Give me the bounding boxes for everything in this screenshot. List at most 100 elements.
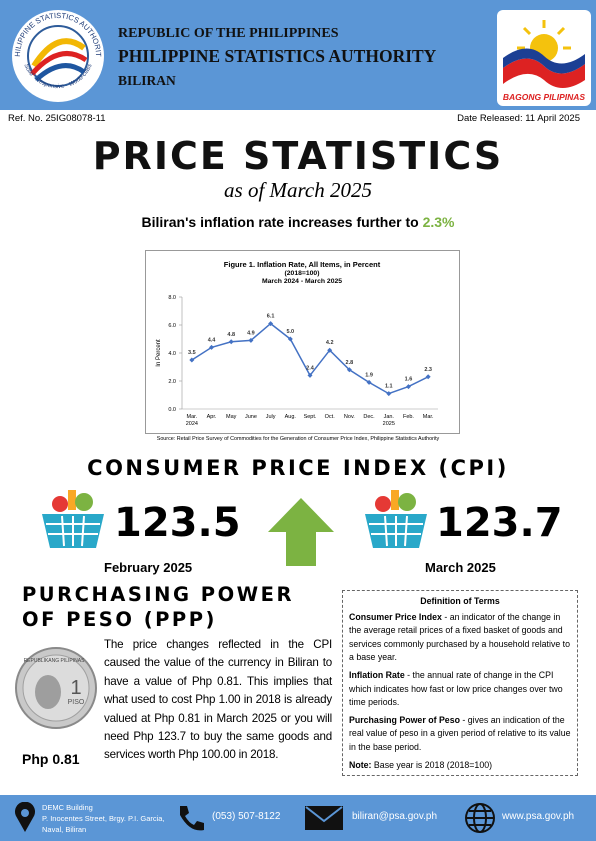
subtitle: as of March 2025 bbox=[224, 178, 372, 202]
value-label: 2.8 bbox=[346, 360, 354, 366]
value-label: 4.2 bbox=[326, 340, 334, 346]
x-tick-label: Dec. bbox=[363, 414, 375, 420]
x-tick-label: Sept. bbox=[304, 414, 317, 420]
ppp-value: Php 0.81 bbox=[22, 751, 80, 767]
y-axis-label: In Percent bbox=[156, 339, 162, 367]
x-tick-label: May bbox=[226, 414, 237, 420]
footer-band bbox=[0, 795, 596, 841]
y-tick-label: 2.0 bbox=[168, 379, 176, 385]
header-line1: REPUBLIC OF THE PHILIPPINES bbox=[118, 26, 339, 41]
x-year-label: 2024 bbox=[186, 421, 198, 427]
data-point bbox=[287, 336, 293, 342]
header-line2: PHILIPPINE STATISTICS AUTHORITY bbox=[118, 46, 437, 66]
footer-web: www.psa.gov.ph bbox=[502, 811, 575, 822]
x-tick-label: Mar. bbox=[186, 414, 197, 420]
data-point bbox=[346, 367, 352, 373]
y-tick-label: 4.0 bbox=[168, 351, 176, 357]
coin-text: 1 bbox=[70, 677, 81, 699]
value-label: 1.6 bbox=[405, 377, 413, 383]
y-tick-label: 6.0 bbox=[168, 323, 176, 329]
data-point bbox=[386, 391, 392, 397]
cpi-heading: CONSUMER PRICE INDEX (CPI) bbox=[87, 456, 509, 480]
headline-text: Biliran's inflation rate increases furth… bbox=[141, 214, 423, 230]
data-point bbox=[209, 344, 215, 350]
x-tick-label: Nov. bbox=[344, 414, 355, 420]
coin-text: REPUBLIKANG PILIPINAS bbox=[24, 658, 86, 664]
footer-phone: (053) 507-8122 bbox=[212, 811, 281, 822]
value-label: 1.1 bbox=[385, 384, 393, 390]
x-tick-label: July bbox=[266, 414, 276, 420]
x-tick-label: June bbox=[245, 414, 257, 420]
y-tick-label: 8.0 bbox=[168, 295, 176, 301]
phone-icon bbox=[180, 806, 204, 831]
cpi-current-label: March 2025 bbox=[425, 560, 496, 575]
up-arrow bbox=[268, 498, 334, 566]
footer-email: biliran@psa.gov.ph bbox=[352, 811, 438, 822]
logo-text: BAGONG PILIPINAS bbox=[503, 92, 586, 102]
value-label: 5.0 bbox=[286, 329, 294, 335]
data-point bbox=[307, 372, 313, 378]
ppp-heading-line: PURCHASING POWER bbox=[22, 583, 294, 606]
email-icon bbox=[305, 806, 343, 830]
address-line: Naval, Biliran bbox=[42, 825, 87, 834]
ppp-text: The price changes reflected in the CPI c… bbox=[104, 638, 332, 762]
x-tick-label: Oct. bbox=[325, 414, 336, 420]
date-released: Date Released: 11 April 2025 bbox=[457, 113, 580, 124]
web-icon bbox=[465, 803, 495, 833]
data-point bbox=[189, 357, 195, 363]
definition-term: Inflation Rate bbox=[349, 669, 405, 680]
bagong-pilipinas-logo: BAGONG PILIPINAS bbox=[497, 10, 591, 106]
title: PRICE STATISTICS bbox=[92, 134, 504, 178]
value-label: 4.8 bbox=[227, 332, 235, 338]
location-icon bbox=[15, 802, 35, 832]
definition-text: - the annual rate of change in the CPI w… bbox=[349, 669, 563, 708]
y-tick-label: 0.0 bbox=[168, 407, 176, 413]
x-tick-label: Jan. bbox=[384, 414, 395, 420]
basket-icon bbox=[365, 490, 427, 548]
definition-text: - an indicator of the change in the aver… bbox=[349, 611, 571, 663]
value-label: 4.4 bbox=[208, 337, 217, 343]
chart-source: Source: Retail Price Survey of Commoditi… bbox=[156, 436, 440, 442]
definition: Consumer Price Index - an indicator of t… bbox=[349, 611, 571, 665]
value-label: 6.1 bbox=[267, 314, 275, 320]
value-label: 2.3 bbox=[424, 367, 432, 373]
chart-title: March 2024 - March 2025 bbox=[262, 278, 342, 285]
chart-title: (2018=100) bbox=[285, 270, 320, 277]
x-year-label: 2025 bbox=[383, 421, 395, 427]
cpi-previous-label: February 2025 bbox=[104, 560, 193, 575]
coin-text: PISO bbox=[68, 699, 85, 706]
value-label: 1.9 bbox=[365, 372, 373, 378]
definitions-box: Definition of Terms Consumer Price Index… bbox=[342, 590, 578, 776]
chart-title: Figure 1. Inflation Rate, All Items, in … bbox=[224, 260, 381, 269]
definition-text: Base year is 2018 (2018=100) bbox=[371, 759, 493, 770]
data-point bbox=[327, 347, 333, 353]
definition: Note: Base year is 2018 (2018=100) bbox=[349, 759, 571, 773]
data-point bbox=[248, 337, 254, 343]
data-point bbox=[405, 384, 411, 390]
address-line: DEMC Building bbox=[42, 803, 93, 812]
x-tick-label: Mar. bbox=[423, 414, 434, 420]
psa-seal: PHILIPPINE STATISTICS AUTHORITY Solid · … bbox=[10, 8, 104, 102]
definition-text: - gives an indication of the real value … bbox=[349, 714, 571, 752]
ref-no: Ref. No. 25IG08078-11 bbox=[8, 113, 106, 124]
ppp-heading-line: OF PESO (PPP) bbox=[22, 608, 217, 631]
x-tick-label: Feb. bbox=[403, 414, 414, 420]
data-point bbox=[228, 339, 234, 345]
definitions-list: Consumer Price Index - an indicator of t… bbox=[349, 611, 571, 773]
header-line3: BILIRAN bbox=[118, 73, 176, 88]
headline: Biliran's inflation rate increases furth… bbox=[0, 214, 596, 230]
x-tick-label: Apr. bbox=[207, 414, 217, 420]
basket-icon bbox=[42, 490, 104, 548]
address-line: P. Inocentes Street, Brgy. P.I. Garcia, bbox=[42, 814, 165, 823]
value-label: 4.9 bbox=[247, 330, 255, 336]
cpi-previous-value: 123.5 bbox=[114, 500, 241, 546]
peso-coin: REPUBLIKANG PILIPINAS 1 PISO bbox=[15, 647, 97, 729]
data-point bbox=[425, 374, 431, 380]
headline-value: 2.3% bbox=[422, 214, 455, 230]
value-label: 2.4 bbox=[306, 365, 315, 371]
footer-address: DEMC Building P. Inocentes Street, Brgy.… bbox=[42, 802, 165, 835]
definition: Inflation Rate - the annual rate of chan… bbox=[349, 669, 571, 710]
definition: Purchasing Power of Peso - gives an indi… bbox=[349, 714, 571, 755]
definition-term: Consumer Price Index bbox=[349, 611, 442, 622]
